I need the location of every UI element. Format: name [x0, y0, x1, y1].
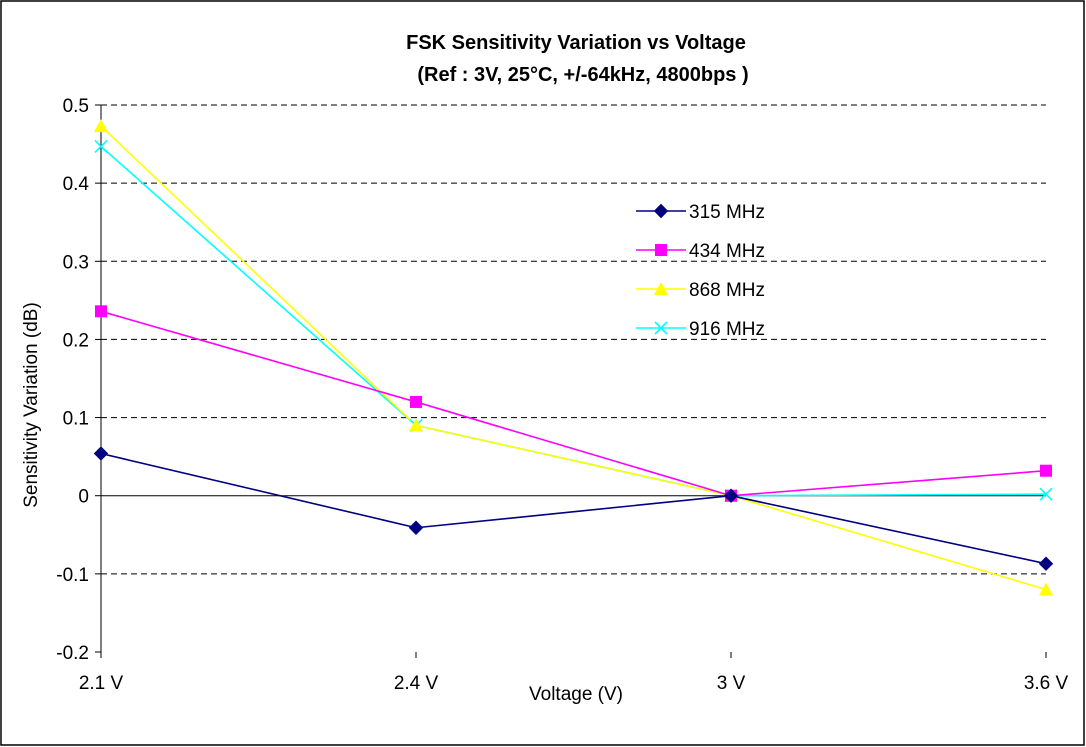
- series-line: [100, 452, 1047, 565]
- y-tick-label: 0.4: [63, 174, 90, 195]
- plot-area: 0.5 0.4 0.3 0.2 0.1 0 -0.1 -0.2 2.1 V 2.4 V 3 V 3.6…: [56, 96, 1068, 694]
- legend-marker: [654, 321, 668, 335]
- x-tick-label: 3.6 V: [1024, 673, 1069, 694]
- data-point: [94, 119, 108, 133]
- data-point: [1039, 582, 1053, 596]
- y-tick-label: 0.2: [63, 330, 89, 351]
- data-point: [1038, 556, 1054, 571]
- data-point: [408, 520, 424, 535]
- x-tick-label: 2.1 V: [79, 673, 124, 694]
- y-tick-label: 0.3: [63, 252, 89, 273]
- chart-title: FSK Sensitivity Variation vs Voltage: [406, 32, 746, 54]
- data-point: [95, 305, 107, 318]
- data-point: [410, 395, 422, 408]
- data-point: [409, 418, 423, 432]
- legend-label: 434 MHz: [689, 241, 765, 262]
- y-tick-label: -0.1: [56, 565, 89, 586]
- y-tick-label: 0.5: [63, 96, 89, 117]
- chart-subtitle: (Ref : 3V, 25°C, +/-64kHz, 4800bps ): [417, 64, 748, 86]
- x-tick-label: 3 V: [717, 673, 746, 694]
- y-tick-label: 0: [78, 487, 89, 508]
- data-point: [723, 488, 739, 503]
- x-axis-label: Voltage (V): [529, 684, 623, 705]
- x-tick-label: 2.4 V: [394, 673, 439, 694]
- legend: 315 MHz 434 MHz 868 MHz 916 MHz: [636, 202, 765, 340]
- y-tick-label: -0.2: [56, 643, 89, 664]
- series-line: [100, 125, 1047, 591]
- data-point: [94, 139, 108, 153]
- data-point: [1039, 487, 1053, 501]
- data-point: [1040, 464, 1052, 477]
- y-axis-label: Sensitivity Variation (dB): [21, 302, 42, 508]
- legend-label: 868 MHz: [689, 280, 765, 301]
- legend-marker: [653, 203, 669, 219]
- y-tick-label: 0.1: [63, 409, 89, 430]
- legend-label: 315 MHz: [689, 202, 765, 223]
- series-line: [100, 310, 1047, 497]
- data-point: [93, 446, 109, 461]
- legend-label: 916 MHz: [689, 319, 765, 340]
- legend-marker: [655, 244, 667, 256]
- legend-marker: [654, 282, 668, 295]
